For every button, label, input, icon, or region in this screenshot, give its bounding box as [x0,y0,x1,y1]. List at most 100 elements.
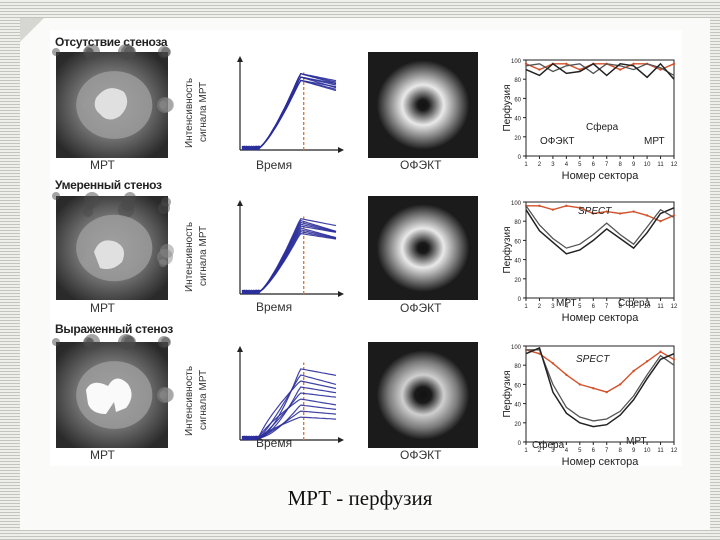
x-tick-label: 9 [632,304,636,310]
y-axis-label: Перфузия [501,226,513,273]
x-tick-label: 12 [671,162,678,168]
spect-ring [376,350,470,440]
y-tick-label: 60 [514,383,521,389]
series-point [672,62,676,66]
series-point [672,214,676,217]
x-axis-label: Время [256,300,293,314]
y-tick-label: 100 [511,345,522,351]
mri-texture [52,48,60,56]
slide-corner-fold [20,18,44,42]
signal-curve [241,79,337,151]
series-point [592,387,595,390]
series-point [551,208,555,211]
x-tick-label: 9 [632,448,636,454]
series-point [632,62,635,66]
legend-label: Сфера [532,439,565,451]
y-axis-label: сигнала МРТ [198,369,209,430]
y-tick-label: 80 [514,220,521,226]
series-line [525,346,675,428]
y-tick-label: 60 [514,239,521,245]
signal-curve [241,218,337,295]
spect-label: ОФЭКТ [400,448,442,462]
signal-curve [241,229,337,295]
y-axis-label: сигнала МРТ [198,81,209,142]
x-axis-arrow [338,437,344,443]
series-point [538,352,541,355]
y-axis-arrow [237,200,243,206]
x-tick-label: 7 [605,162,609,168]
series-point [538,68,541,71]
x-axis-arrow [338,147,344,153]
signal-curve [241,76,337,151]
series-point [565,204,568,208]
x-tick-label: 1 [524,304,528,310]
x-tick-label: 6 [592,162,596,168]
y-tick-label: 0 [518,297,522,303]
x-tick-label: 4 [565,162,569,168]
ventricle-cavity [86,378,132,414]
series-point [578,68,582,71]
plot-frame [525,59,675,157]
spect-image [368,342,478,448]
series-line [526,349,675,422]
row-heading: Отсутствие стеноза [55,35,168,49]
x-tick-label: 12 [671,448,678,454]
x-tick-label: 7 [605,448,609,454]
legend-label: ОФЭКТ [540,136,575,147]
x-axis-label: Время [256,436,293,450]
signal-curve [241,79,337,151]
legend-label: Сфера [586,121,619,133]
series-point [645,360,649,363]
spect-image [368,196,478,300]
mri-label: МРТ [90,448,115,462]
series-point [659,350,662,353]
plot-frame [525,345,675,443]
y-axis-arrow [237,56,243,62]
slide-caption: МРТ - перфузия [287,486,433,510]
x-tick-label: 4 [565,304,569,310]
signal-curve [241,227,337,295]
row-heading: Выраженный стеноз [55,322,173,336]
mri-texture [118,334,134,350]
x-tick-label: 6 [592,304,596,310]
spect-label: ОФЭКТ [400,158,442,172]
y-tick-label: 100 [511,59,522,65]
mri-texture [158,46,170,58]
y-tick-label: 20 [514,422,521,428]
ventricle-cavity [94,240,124,270]
mri-texture [118,202,134,218]
series-point [578,206,582,209]
series-point [645,214,649,217]
series-point [565,62,568,66]
x-tick-label: 7 [605,304,609,310]
y-tick-label: 0 [518,441,522,447]
mri-texture [159,259,167,267]
x-tick-label: 8 [619,448,623,454]
y-tick-label: 40 [514,259,521,265]
series-point [659,220,662,223]
mri-label: МРТ [90,301,115,315]
x-tick-label: 10 [644,448,651,454]
signal-curve [241,76,337,151]
x-tick-label: 9 [632,162,636,168]
series-line [525,349,675,393]
row-heading: Умеренный стеноз [55,178,162,192]
mri-texture [52,192,60,200]
y-tick-label: 40 [514,403,521,409]
y-tick-label: 20 [514,278,521,284]
x-tick-label: 4 [565,448,569,454]
x-tick-label: 5 [578,162,582,168]
x-axis-label: Номер сектора [562,456,640,468]
mri-texture [118,44,134,60]
x-tick-label: 6 [592,448,596,454]
series-line [526,205,675,222]
mri-image [52,192,174,300]
x-tick-label: 12 [671,304,678,310]
figure: Отсутствие стеноза МРТ Интенсивность сиг… [50,30,682,468]
mri-image [52,44,174,158]
spect-ring [376,60,470,150]
series-line [525,62,675,80]
